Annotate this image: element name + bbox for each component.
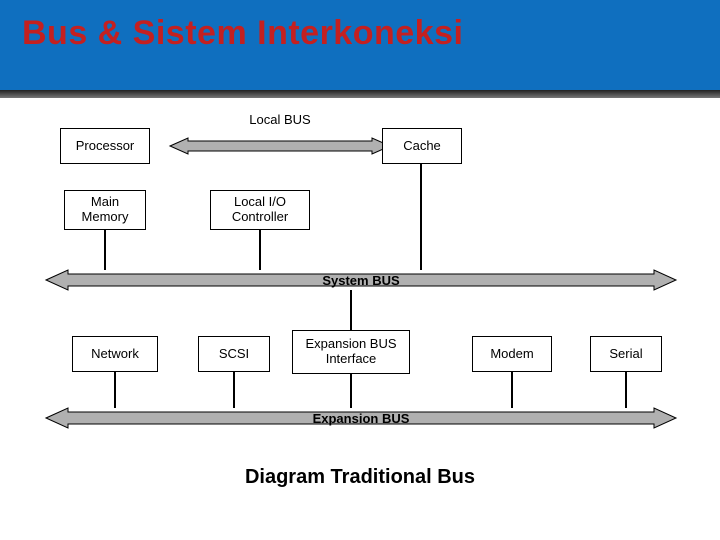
connector-line bbox=[350, 290, 352, 330]
cache-box: Cache bbox=[382, 128, 462, 164]
local-bus-label: Local BUS bbox=[230, 112, 330, 127]
connector-line bbox=[625, 372, 627, 408]
expansion-interface-box: Expansion BUSInterface bbox=[292, 330, 410, 374]
diagram-stage: Local BUS System BUS Expansion BUS Proce… bbox=[0, 98, 720, 540]
network-box: Network bbox=[72, 336, 158, 372]
scsi-box: SCSI bbox=[198, 336, 270, 372]
diagram-caption: Diagram Traditional Bus bbox=[0, 466, 720, 489]
connector-line bbox=[259, 230, 261, 270]
connector-line bbox=[114, 372, 116, 408]
expansion-bus-label: Expansion BUS bbox=[46, 411, 676, 426]
main-memory-box: MainMemory bbox=[64, 190, 146, 230]
page-title: Bus & Sistem Interkoneksi bbox=[22, 14, 463, 53]
system-bus-label: System BUS bbox=[46, 273, 676, 288]
modem-box: Modem bbox=[472, 336, 552, 372]
title-banner: Bus & Sistem Interkoneksi bbox=[0, 0, 720, 90]
connector-line bbox=[104, 230, 106, 270]
connector-line bbox=[420, 164, 422, 270]
connector-line bbox=[233, 372, 235, 408]
serial-box: Serial bbox=[590, 336, 662, 372]
local-io-box: Local I/OController bbox=[210, 190, 310, 230]
banner-shadow bbox=[0, 90, 720, 98]
connector-line bbox=[350, 374, 352, 408]
local-bus-arrow bbox=[170, 138, 390, 154]
processor-box: Processor bbox=[60, 128, 150, 164]
connector-line bbox=[511, 372, 513, 408]
